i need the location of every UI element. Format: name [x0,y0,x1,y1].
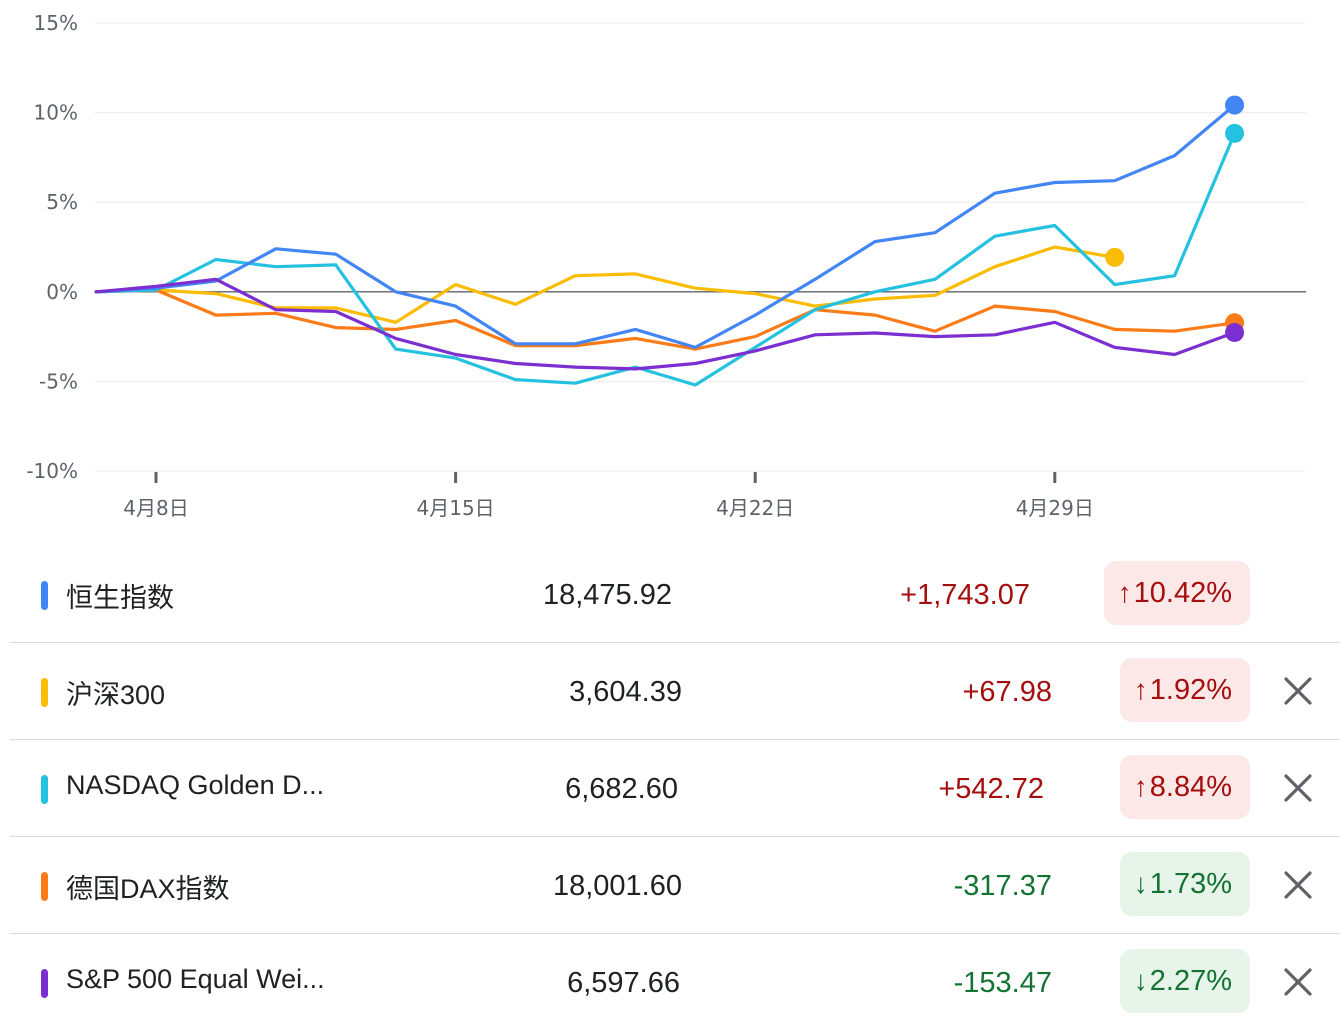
series-end-marker [1105,247,1125,267]
percent-badge: ↑ 8.84% [1119,755,1250,819]
index-value: 18,475.92 [542,579,672,611]
x-tick-label: 4月22日 [716,496,794,520]
series-line [94,288,1237,351]
percent-badge: ↑ 10.42% [1103,561,1250,625]
index-value: 18,001.60 [552,870,682,902]
index-change: +1,743.07 [900,579,1030,611]
table-row[interactable]: NASDAQ Golden D... 6,682.60 +542.72 ↑ 8.… [0,740,1340,837]
index-value: 3,604.39 [569,676,682,708]
index-value: 6,682.60 [565,773,678,805]
y-tick-label: 15% [34,11,78,35]
index-change: -317.37 [953,870,1052,902]
arrow-up-icon: ↑ [1133,674,1148,705]
chart-svg: 15% 10% 5% 0% -5% -10% 4月8日 4月15日 4月22日 4月29日 [26,11,1306,520]
percent-badge: ↓ 2.27% [1119,949,1250,1013]
index-change: +67.98 [962,676,1052,708]
series-color-swatch [41,775,48,804]
x-tick-label: 4月8日 [123,496,188,520]
table-row[interactable]: 沪深300 3,604.39 +67.98 ↑ 1.92% [0,643,1340,740]
index-change: -153.47 [953,967,1052,999]
x-tick-label: 4月29日 [1016,496,1094,520]
close-icon[interactable] [1282,772,1314,804]
arrow-up-icon: ↑ [1117,577,1132,608]
arrow-down-icon: ↓ [1133,965,1148,996]
table-row[interactable]: 德国DAX指数 18,001.60 -317.37 ↓ 1.73% [0,837,1340,934]
close-icon[interactable] [1282,675,1314,707]
y-tick-label: 5% [46,190,78,214]
percent-value: 1.92% [1149,673,1232,706]
x-tick-label: 4月15日 [417,496,495,520]
percent-value: 10.42% [1133,576,1232,609]
y-tick-label: 0% [46,280,78,304]
table-row[interactable]: 恒生指数 18,475.92 +1,743.07 ↑ 10.42% [0,546,1340,643]
percent-badge: ↓ 1.73% [1119,852,1250,916]
series-color-swatch [41,872,48,901]
series-color-swatch [41,678,48,707]
arrow-up-icon: ↑ [1133,771,1148,802]
percent-badge: ↑ 1.92% [1119,658,1250,722]
series-color-swatch [41,581,48,610]
index-name: 沪深300 [66,680,166,710]
index-value: 6,597.66 [567,967,680,999]
comparison-table: 恒生指数 18,475.92 +1,743.07 ↑ 10.42% 沪深300 … [0,546,1340,1031]
series-end-marker [1225,123,1245,143]
series-end-marker [1225,322,1245,342]
close-icon[interactable] [1282,966,1314,998]
index-name: NASDAQ Golden D... [66,770,325,800]
series-color-swatch [41,969,48,998]
close-icon[interactable] [1282,869,1314,901]
index-name: 德国DAX指数 [66,874,230,904]
table-row[interactable]: S&P 500 Equal Wei... 6,597.66 -153.47 ↓ … [0,934,1340,1031]
series-end-marker [1225,95,1245,115]
index-name: 恒生指数 [66,583,174,613]
y-tick-label: -10% [26,459,78,483]
percent-value: 1.73% [1149,867,1232,900]
percent-value: 8.84% [1149,770,1232,803]
y-tick-label: -5% [39,369,78,393]
y-tick-label: 10% [34,101,78,125]
index-name: S&P 500 Equal Wei... [66,964,325,994]
series-line [94,277,1237,371]
percent-value: 2.27% [1149,964,1232,997]
arrow-down-icon: ↓ [1133,868,1148,899]
comparison-chart: 15% 10% 5% 0% -5% -10% 4月8日 4月15日 4月22日 4月29日 [26,11,1306,520]
series-line [94,131,1237,387]
index-change: +542.72 [938,773,1044,805]
series-line [94,103,1237,349]
